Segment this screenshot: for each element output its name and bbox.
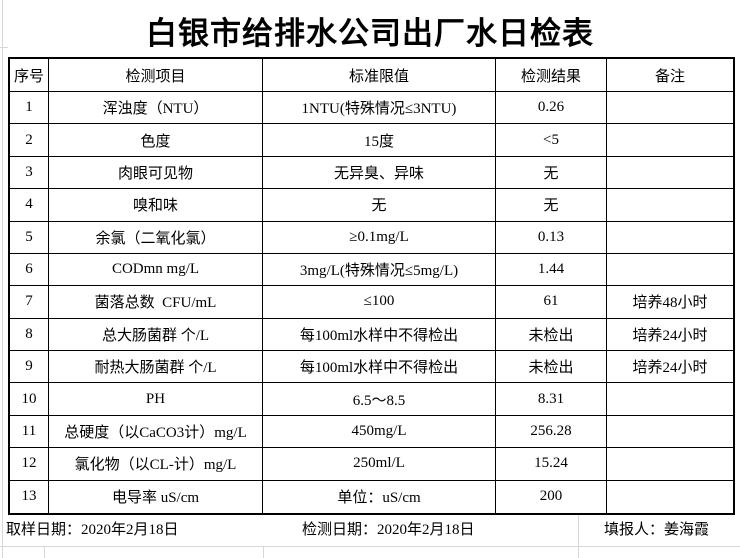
row-number-cell: 8: [10, 318, 49, 352]
sheet-gridline-stub: [44, 547, 45, 558]
sheet-gridline-bottom: [0, 546, 740, 547]
limit-cell: 每100ml水样中不得检出: [263, 318, 496, 352]
header-item: 检测项目: [49, 59, 263, 92]
limit-cell: 6.5～8.5: [263, 383, 496, 416]
item-cell: 浑浊度（NTU）: [49, 92, 263, 125]
limit-cell: 无异臭、异味: [263, 156, 496, 190]
item-cell: CODmn mg/L: [49, 253, 263, 287]
note-cell: [607, 124, 733, 157]
sheet-gridline-stub: [0, 47, 8, 48]
row-number-cell: 5: [10, 221, 49, 254]
note-cell: [607, 222, 733, 254]
header-result: 检测结果: [496, 59, 607, 92]
sheet-gridline-left: [2, 0, 3, 558]
result-cell: 256.28: [496, 415, 607, 449]
row-number-cell: 11: [10, 415, 49, 449]
result-cell: 15.24: [496, 448, 607, 481]
note-cell: [607, 481, 733, 513]
page-title: 白银市给排水公司出厂水日检表: [146, 15, 594, 51]
item-cell: 总硬度（以CaCO3计）mg/L: [49, 415, 263, 449]
note-cell: 培养24小时: [607, 319, 733, 352]
item-cell: 余氯（二氧化氯）: [49, 221, 263, 254]
result-cell: 无: [496, 156, 607, 190]
item-cell: 耐热大肠菌群 个/L: [49, 351, 263, 384]
row-number-cell: 10: [10, 383, 49, 416]
result-cell: 1.44: [496, 253, 607, 287]
result-cell: 无: [496, 189, 607, 222]
item-cell: PH: [49, 383, 263, 416]
item-cell: 色度: [49, 124, 263, 157]
header-note: 备注: [607, 59, 733, 92]
header-limit: 标准限值: [263, 59, 496, 92]
note-cell: [607, 92, 733, 125]
row-number-cell: 2: [10, 124, 49, 157]
result-cell: <5: [496, 124, 607, 157]
limit-cell: ≤100: [263, 286, 496, 319]
result-cell: 200: [496, 480, 607, 513]
note-cell: 培养24小时: [607, 351, 733, 384]
row-number-cell: 9: [10, 351, 49, 384]
limit-cell: 单位：uS/cm: [263, 480, 496, 513]
result-cell: 0.26: [496, 92, 607, 125]
limit-cell: 250ml/L: [263, 448, 496, 481]
limit-cell: 无: [263, 189, 496, 222]
item-cell: 电导率 uS/cm: [49, 480, 263, 513]
result-cell: 未检出: [496, 351, 607, 384]
note-cell: 培养48小时: [607, 286, 733, 319]
limit-cell: ≥0.1mg/L: [263, 221, 496, 254]
item-cell: 总大肠菌群 个/L: [49, 318, 263, 352]
limit-cell: 450mg/L: [263, 415, 496, 449]
header-no: 序号: [10, 59, 49, 92]
note-cell: [607, 448, 733, 481]
row-number-cell: 7: [10, 286, 49, 319]
row-number-cell: 12: [10, 448, 49, 481]
row-number-cell: 13: [10, 480, 49, 513]
item-cell: 氯化物（以CL-计）mg/L: [49, 448, 263, 481]
sheet-gridline-stub: [578, 515, 579, 558]
inspection-table: 序号 检测项目 标准限值 检测结果 备注 1 浑浊度（NTU） 1NTU(特殊情…: [8, 57, 735, 515]
note-cell: [607, 189, 733, 222]
note-cell: [607, 254, 733, 287]
note-cell: [607, 416, 733, 449]
test-date: 检测日期：2020年2月18日: [302, 522, 475, 538]
result-cell: 未检出: [496, 318, 607, 352]
limit-cell: 1NTU(特殊情况≤3NTU): [263, 92, 496, 125]
row-number-cell: 1: [10, 92, 49, 125]
limit-cell: 每100ml水样中不得检出: [263, 351, 496, 384]
item-cell: 肉眼可见物: [49, 156, 263, 190]
result-cell: 0.13: [496, 221, 607, 254]
limit-cell: 3mg/L(特殊情况≤5mg/L): [263, 253, 496, 287]
limit-cell: 15度: [263, 124, 496, 157]
item-cell: 嗅和味: [49, 189, 263, 222]
item-cell: 菌落总数 CFU/mL: [49, 286, 263, 319]
row-number-cell: 4: [10, 189, 49, 222]
result-cell: 8.31: [496, 383, 607, 416]
sampling-date: 取样日期：2020年2月18日: [6, 522, 179, 538]
row-number-cell: 6: [10, 253, 49, 287]
sheet-gridline-stub: [263, 547, 264, 558]
table-footer: 取样日期：2020年2月18日 检测日期：2020年2月18日 填报人：姜海霞: [0, 515, 740, 546]
note-cell: [607, 157, 733, 190]
row-number-cell: 3: [10, 156, 49, 190]
reporter: 填报人：姜海霞: [604, 522, 710, 538]
note-cell: [607, 383, 733, 416]
result-cell: 61: [496, 286, 607, 319]
